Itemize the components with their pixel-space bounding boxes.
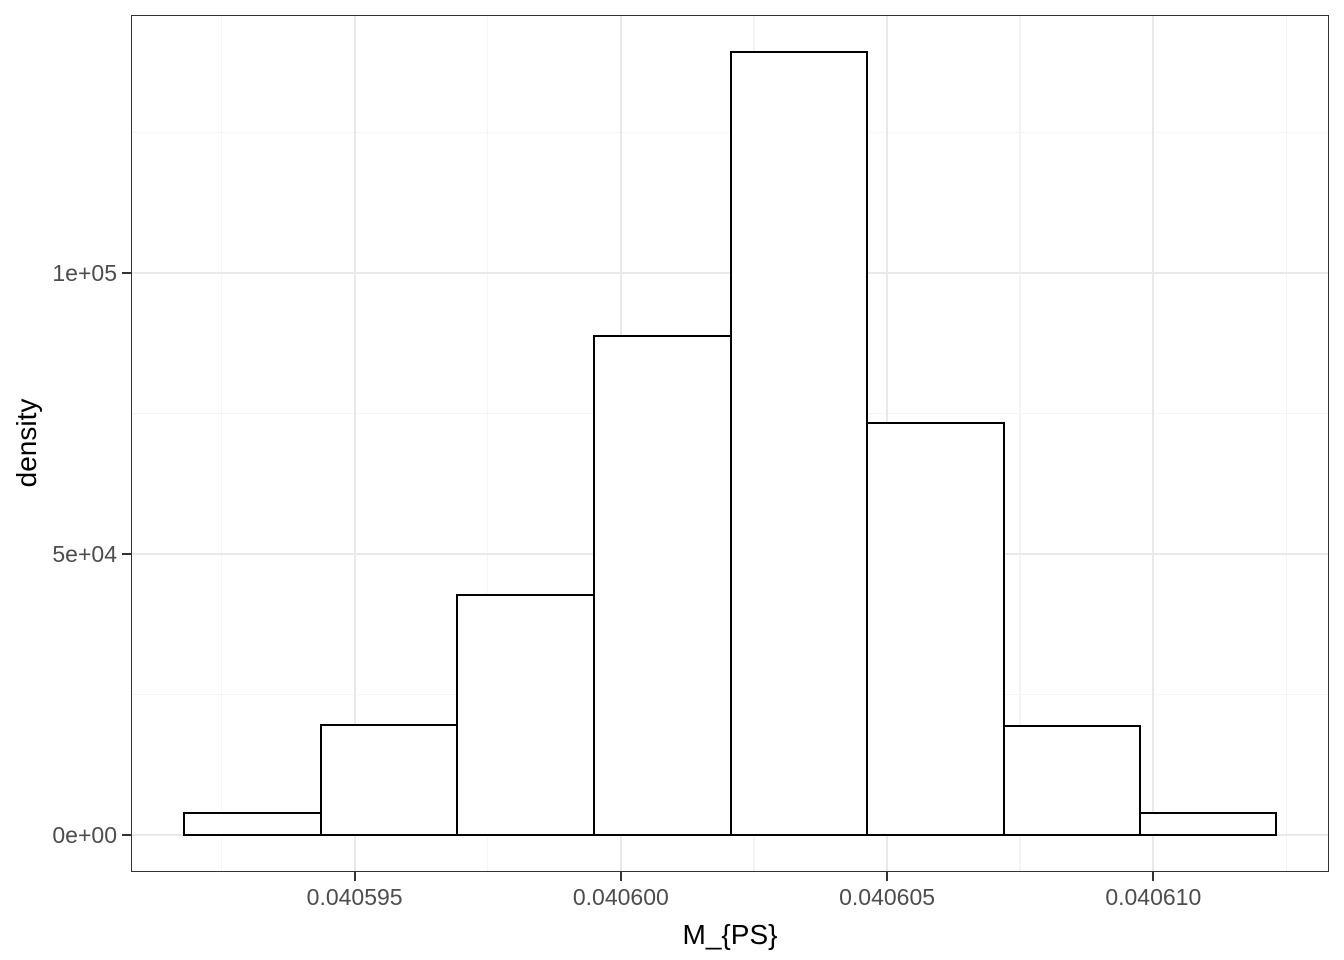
x-tick [886,872,888,881]
gridline-major-x [1152,15,1155,872]
y-axis-title: density [11,398,42,488]
gridline-minor-x [1285,15,1288,872]
x-tick-label: 0.040610 [1105,884,1202,910]
x-tick-label: 0.040605 [839,884,936,910]
x-axis-title: M_{PS} [682,919,778,950]
y-tick-label: 1e+05 [52,259,117,286]
x-tick-label: 0.040595 [306,884,403,910]
gridline-minor-x [486,15,489,872]
x-tick [353,872,356,881]
plot-panel [131,15,1329,872]
x-tick [1152,872,1155,881]
histogram-bar [183,811,323,836]
histogram-bar [1138,811,1278,836]
x-tick-label: 0.040600 [572,884,669,910]
y-tick [122,553,131,555]
histogram-bar [593,334,732,836]
x-tick [619,872,622,881]
y-tick [122,834,131,836]
histogram-bar [456,593,596,836]
gridline-minor-x [220,15,223,872]
histogram-bar [1002,724,1141,836]
histogram-bar [729,51,868,836]
histogram-bar [320,723,459,836]
histogram-bar [865,421,1005,836]
gridline-minor-x [1019,15,1021,872]
y-tick-label: 0e+00 [52,821,117,848]
y-tick [122,272,131,274]
gridline-major-x [353,15,356,872]
y-tick-label: 5e+04 [52,540,117,567]
